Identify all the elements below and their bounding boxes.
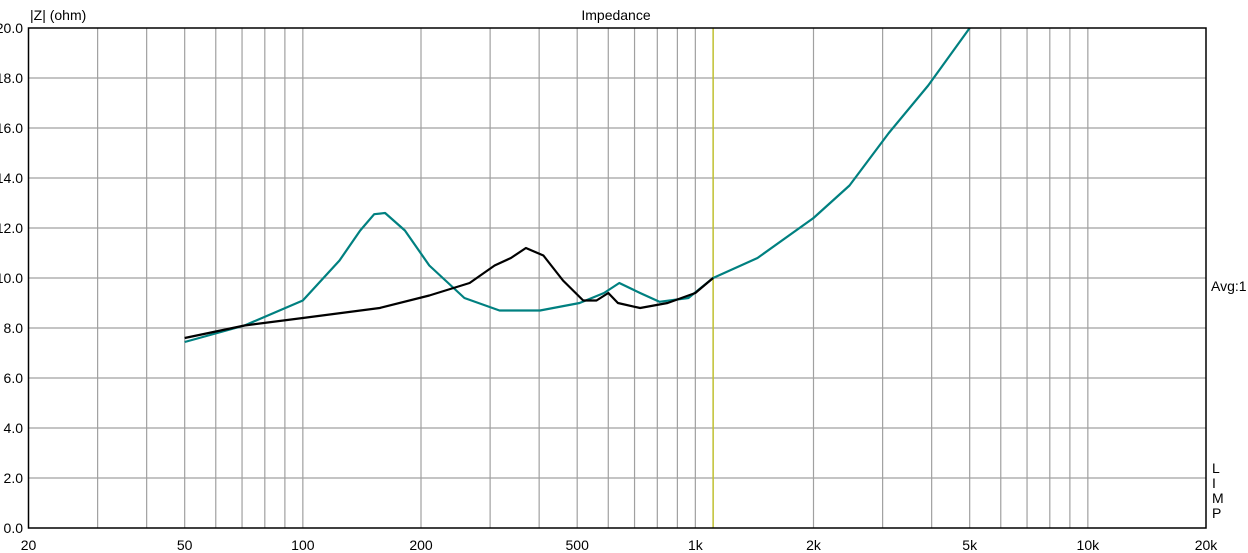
series-layer bbox=[184, 27, 971, 344]
plot-frame bbox=[27, 27, 1207, 529]
x-tick-label: 2k bbox=[806, 537, 822, 553]
y-tick-label: 14.0 bbox=[0, 170, 23, 186]
side-letter-m[interactable]: M bbox=[1212, 490, 1224, 506]
y-tick-label: 12.0 bbox=[0, 220, 23, 236]
avg-label: Avg:1 bbox=[1211, 278, 1247, 294]
grid bbox=[28, 28, 1206, 528]
y-tick-label: 8.0 bbox=[4, 320, 24, 336]
y-tick-label: 0.0 bbox=[4, 520, 24, 536]
x-tick-label: 1k bbox=[688, 537, 704, 553]
y-tick-label: 20.0 bbox=[0, 20, 23, 36]
x-tick-label: 200 bbox=[409, 537, 433, 553]
chart-title: Impedance bbox=[581, 7, 650, 23]
side-letter-i[interactable]: I bbox=[1212, 475, 1216, 491]
x-tick-label: 20k bbox=[1195, 537, 1219, 553]
y-tick-labels: 0.0 2.0 4.0 6.0 8.0 10.0 12.0 14.0 16.0 18.0 20.0 bbox=[0, 20, 23, 536]
x-tick-label: 50 bbox=[177, 537, 193, 553]
x-tick-label: 10k bbox=[1077, 537, 1101, 553]
side-letter-l[interactable]: L bbox=[1212, 460, 1220, 476]
y-tick-label: 6.0 bbox=[4, 370, 24, 386]
y-tick-label: 16.0 bbox=[0, 120, 23, 136]
series-line-black bbox=[184, 246, 714, 340]
y-tick-label: 4.0 bbox=[4, 420, 24, 436]
y-tick-label: 2.0 bbox=[4, 470, 24, 486]
series-line-teal bbox=[184, 27, 971, 344]
y-tick-label: 10.0 bbox=[0, 270, 23, 286]
x-tick-label: 500 bbox=[566, 537, 590, 553]
x-tick-labels: 20 50 100 200 500 1k 2k 5k 10k 20k bbox=[21, 537, 1219, 553]
side-letter-p[interactable]: P bbox=[1212, 505, 1221, 521]
y-tick-label: 18.0 bbox=[0, 70, 23, 86]
x-tick-label: 20 bbox=[21, 537, 37, 553]
y-axis-label: |Z| (ohm) bbox=[30, 7, 86, 23]
x-tick-label: 100 bbox=[291, 537, 315, 553]
x-tick-label: 5k bbox=[962, 537, 978, 553]
